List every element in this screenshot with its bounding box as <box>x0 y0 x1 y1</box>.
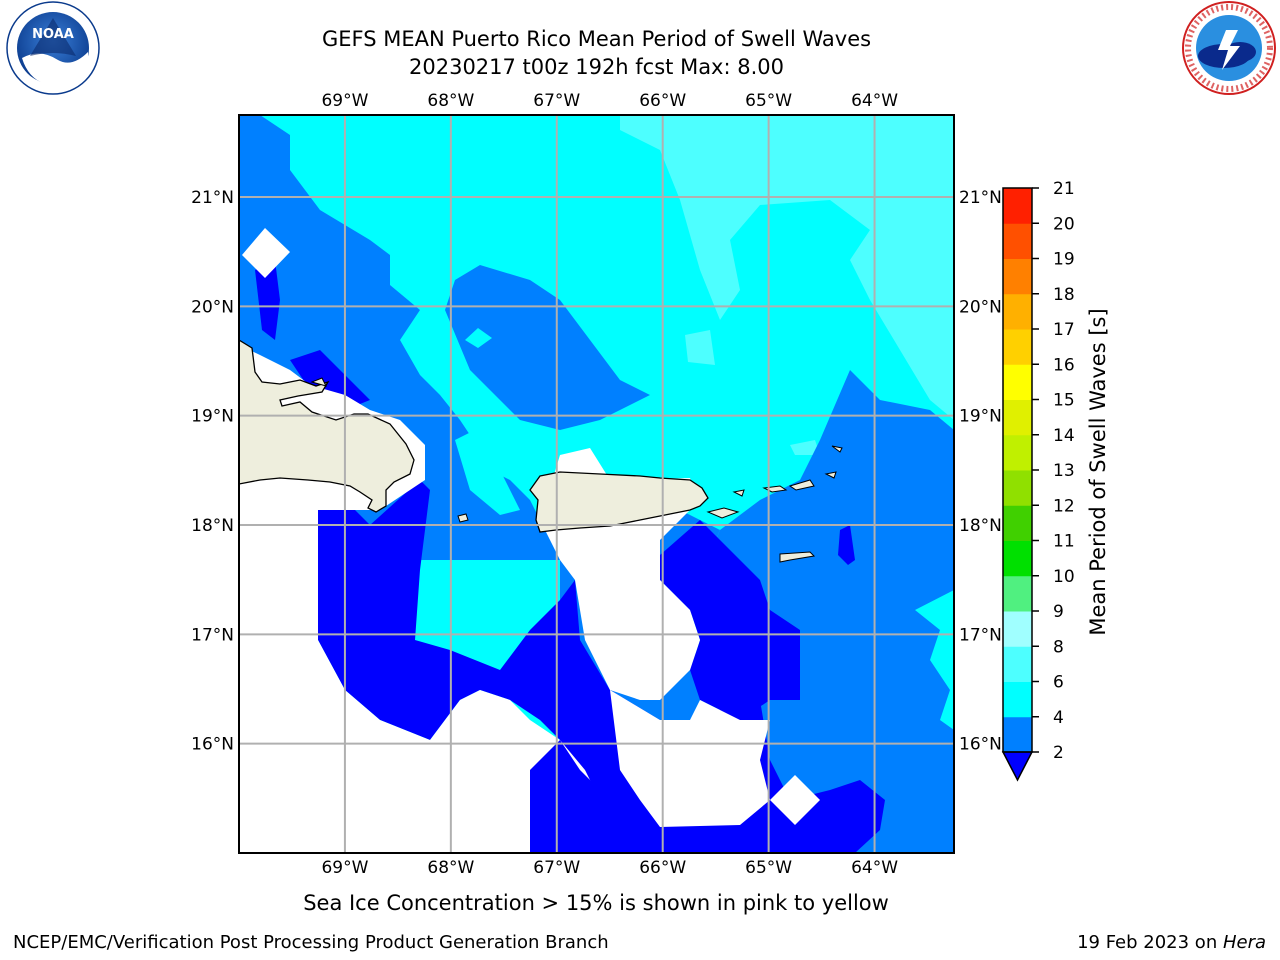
lat-label-left: 18°N <box>191 516 234 536</box>
colorbar-level-label: 8 <box>1053 637 1064 657</box>
colorbar-level-label: 18 <box>1053 285 1075 305</box>
colorbar-level-label: 4 <box>1053 708 1064 728</box>
colorbar-swatch <box>1003 716 1032 753</box>
sea-ice-note: Sea Ice Concentration > 15% is shown in … <box>303 891 889 915</box>
lon-label-bottom: 64°W <box>851 858 898 878</box>
colorbar-level-label: 19 <box>1053 250 1075 270</box>
colorbar-title: Mean Period of Swell Waves [s] <box>1086 308 1110 635</box>
colorbar-swatch <box>1003 188 1032 224</box>
lat-label-left: 19°N <box>191 407 234 427</box>
lon-label-bottom: 68°W <box>427 858 474 878</box>
lat-label-right: 21°N <box>959 188 1002 208</box>
map-gridlines <box>239 115 954 853</box>
map-frame <box>238 114 955 854</box>
lat-label-right: 19°N <box>959 407 1002 427</box>
colorbar-level-label: 6 <box>1053 673 1064 693</box>
colorbar-level-label: 13 <box>1053 461 1075 481</box>
lon-label-top: 67°W <box>533 91 580 111</box>
colorbar-level-label: 14 <box>1053 426 1075 446</box>
colorbar-level-label: 20 <box>1053 214 1075 234</box>
lon-label-bottom: 65°W <box>745 858 792 878</box>
chart-title-line2: 20230217 t00z 192h fcst Max: 8.00 <box>409 55 784 79</box>
colorbar-swatch <box>1003 364 1032 400</box>
lat-label-left: 21°N <box>191 188 234 208</box>
lat-label-left: 17°N <box>191 625 234 645</box>
lon-label-top: 65°W <box>745 91 792 111</box>
colorbar-extend-arrow <box>1001 751 1034 782</box>
colorbar-swatch <box>1003 434 1032 471</box>
colorbar-level-label: 9 <box>1053 602 1064 622</box>
colorbar-swatch <box>1003 575 1032 612</box>
colorbar-level-label: 12 <box>1053 496 1075 516</box>
noaa-logo: NOAA <box>6 1 100 95</box>
no-data-sw <box>239 470 610 853</box>
colorbar-swatch <box>1003 329 1032 365</box>
colorbar-level-label: 21 <box>1053 179 1075 199</box>
lat-label-right: 20°N <box>959 297 1002 317</box>
lon-label-top: 66°W <box>639 91 686 111</box>
colorbar-swatch <box>1003 399 1032 436</box>
lon-label-bottom: 66°W <box>639 858 686 878</box>
footer-date-text: 19 Feb 2023 on <box>1077 932 1223 953</box>
lat-label-right: 16°N <box>959 735 1002 755</box>
map-tick-labels: 69°W 69°W 68°W 68°W 67°W 67°W 66°W 66°W 65°W 65°W… <box>191 91 1002 878</box>
lat-label-right: 17°N <box>959 625 1002 645</box>
colorbar-swatch <box>1003 293 1032 330</box>
lat-label-left: 20°N <box>191 297 234 317</box>
nws-logo <box>1182 1 1276 95</box>
land-hispaniola <box>239 339 415 513</box>
footer-date: 19 Feb 2023 on Hera <box>1077 932 1266 953</box>
colorbar-swatch <box>1003 223 1032 259</box>
lon-label-top: 68°W <box>427 91 474 111</box>
colorbar-level-label: 15 <box>1053 391 1075 411</box>
colorbar: 2 4 6 8 9 10 11 12 13 14 15 16 17 18 19 20 21 Mean Period… <box>1001 179 1110 782</box>
ocean-6-8-region <box>620 115 954 420</box>
lat-label-right: 18°N <box>959 516 1002 536</box>
footer-host: Hera <box>1222 932 1266 953</box>
lon-label-top: 64°W <box>851 91 898 111</box>
colorbar-swatch <box>1003 611 1032 647</box>
colorbar-swatch <box>1003 505 1032 541</box>
colorbar-level-label: 16 <box>1053 355 1075 375</box>
map-panel <box>239 115 954 853</box>
lat-label-left: 16°N <box>191 735 234 755</box>
colorbar-level-label: 10 <box>1053 567 1075 587</box>
colorbar-swatch <box>1003 258 1032 295</box>
noaa-logo-text: NOAA <box>32 27 74 42</box>
colorbar-swatch <box>1003 540 1032 577</box>
chart-title-line1: GEFS MEAN Puerto Rico Mean Period of Swe… <box>321 27 872 51</box>
lon-label-bottom: 67°W <box>533 858 580 878</box>
colorbar-swatch <box>1003 470 1032 506</box>
colorbar-level-label: 17 <box>1053 320 1075 340</box>
colorbar-level-label: 2 <box>1053 743 1064 763</box>
footer-branch: NCEP/EMC/Verification Post Processing Pr… <box>13 932 609 953</box>
colorbar-swatch <box>1003 646 1032 682</box>
colorbar-swatch <box>1003 681 1032 718</box>
lon-label-top: 69°W <box>321 91 368 111</box>
lon-label-bottom: 69°W <box>321 858 368 878</box>
colorbar-level-label: 11 <box>1053 532 1075 552</box>
